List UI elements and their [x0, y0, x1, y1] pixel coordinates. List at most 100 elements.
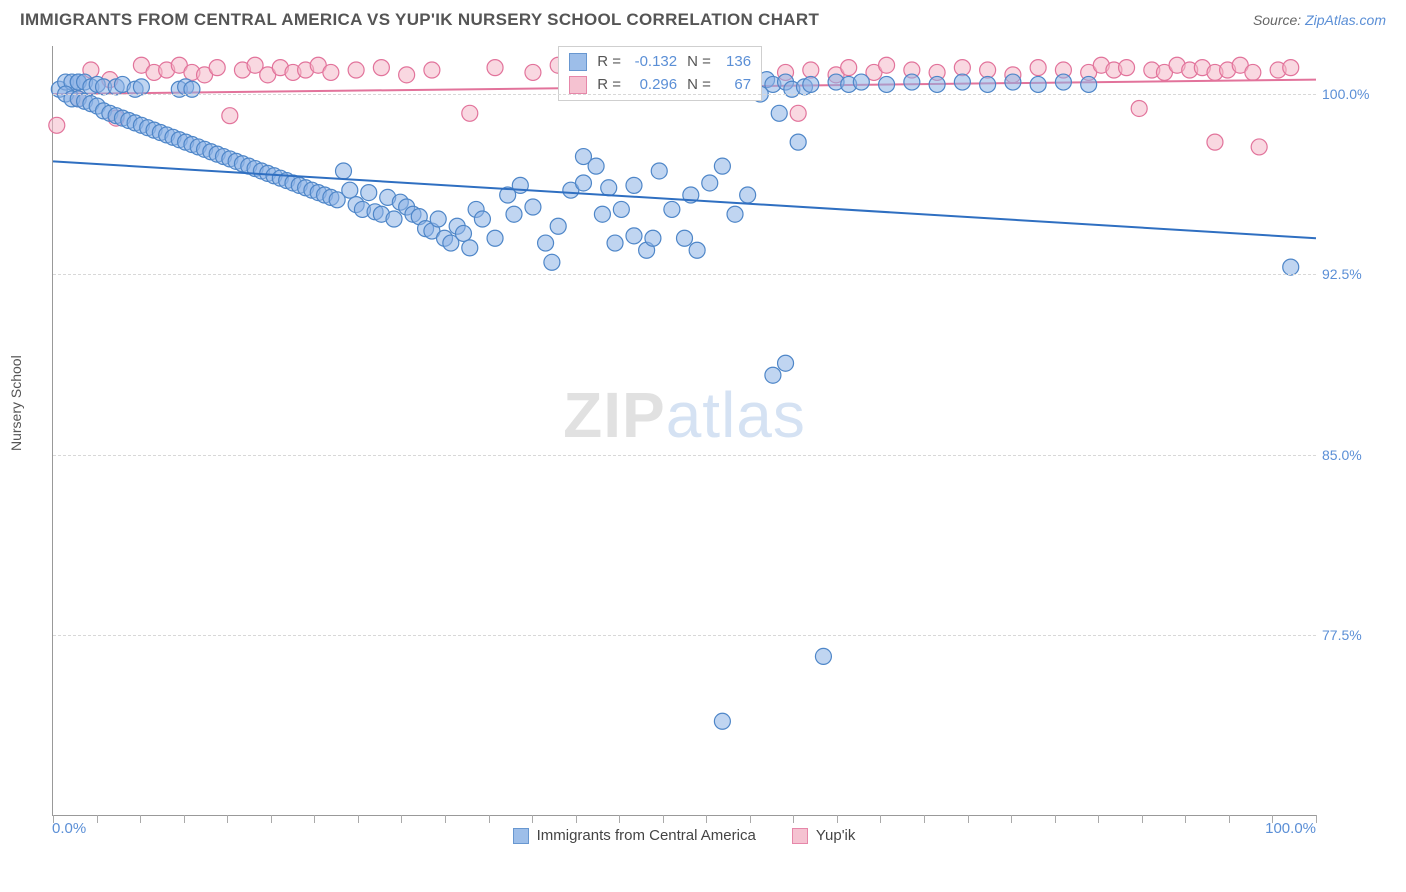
point-blue [879, 76, 895, 92]
point-pink [1251, 139, 1267, 155]
y-tick-label: 100.0% [1322, 86, 1392, 102]
point-blue [954, 74, 970, 90]
point-blue [651, 163, 667, 179]
point-pink [879, 57, 895, 73]
source-attribution: Source: ZipAtlas.com [1253, 12, 1386, 28]
point-blue [929, 76, 945, 92]
x-tick [1316, 815, 1317, 823]
stat-n-label: N = [687, 53, 711, 70]
plot-area: ZIPatlas R = -0.132 N = 136 R = 0.296 N … [52, 46, 1316, 816]
scatter-svg [53, 46, 1316, 815]
trend-line-blue [53, 161, 1316, 238]
point-blue [714, 158, 730, 174]
point-blue [1081, 76, 1097, 92]
point-pink [803, 62, 819, 78]
stats-swatch-pink [569, 76, 587, 94]
legend-swatch-pink [792, 828, 808, 844]
point-blue [980, 76, 996, 92]
point-blue [487, 230, 503, 246]
point-pink [954, 60, 970, 76]
point-blue [765, 367, 781, 383]
legend-swatch-blue [513, 828, 529, 844]
point-blue [525, 199, 541, 215]
point-pink [348, 62, 364, 78]
point-blue [771, 105, 787, 121]
point-blue [386, 211, 402, 227]
point-blue [1283, 259, 1299, 275]
stat-r-pink: 0.296 [625, 74, 677, 97]
point-pink [373, 60, 389, 76]
point-pink [1119, 60, 1135, 76]
point-pink [841, 60, 857, 76]
point-pink [1245, 64, 1261, 80]
point-blue [430, 211, 446, 227]
stat-n-label: N = [687, 76, 711, 93]
legend-label-blue: Immigrants from Central America [537, 827, 756, 844]
grid-line-h [53, 635, 1316, 636]
point-blue [613, 201, 629, 217]
y-tick-label: 77.5% [1322, 627, 1392, 643]
stats-swatch-blue [569, 53, 587, 71]
point-blue [778, 355, 794, 371]
grid-line-h [53, 274, 1316, 275]
stat-n-blue: 136 [715, 51, 751, 74]
point-blue [544, 254, 560, 270]
point-pink [424, 62, 440, 78]
point-blue [550, 218, 566, 234]
point-blue [626, 228, 642, 244]
point-blue [575, 175, 591, 191]
point-blue [714, 713, 730, 729]
point-blue [626, 177, 642, 193]
chart-container: Nursery School ZIPatlas R = -0.132 N = 1… [20, 46, 1396, 856]
point-blue [1055, 74, 1071, 90]
y-tick-label: 92.5% [1322, 266, 1392, 282]
point-pink [1207, 134, 1223, 150]
legend-bottom: Immigrants from Central America Yup'ik [52, 827, 1316, 844]
point-blue [677, 230, 693, 246]
point-blue [474, 211, 490, 227]
stat-r-blue: -0.132 [625, 51, 677, 74]
point-blue [689, 242, 705, 258]
grid-line-h [53, 94, 1316, 95]
point-pink [222, 108, 238, 124]
legend-item-blue: Immigrants from Central America [513, 827, 756, 844]
point-blue [133, 79, 149, 95]
point-blue [803, 76, 819, 92]
point-pink [209, 60, 225, 76]
point-pink [487, 60, 503, 76]
point-blue [740, 187, 756, 203]
point-blue [594, 206, 610, 222]
point-blue [664, 201, 680, 217]
point-blue [1030, 76, 1046, 92]
stats-legend-box: R = -0.132 N = 136 R = 0.296 N = 67 [558, 46, 762, 101]
stats-row-blue: R = -0.132 N = 136 [569, 51, 751, 74]
point-pink [1283, 60, 1299, 76]
point-blue [904, 74, 920, 90]
point-pink [462, 105, 478, 121]
point-blue [506, 206, 522, 222]
grid-line-h [53, 455, 1316, 456]
point-blue [702, 175, 718, 191]
y-axis-title: Nursery School [8, 355, 24, 451]
point-blue [607, 235, 623, 251]
point-blue [790, 134, 806, 150]
point-pink [1131, 100, 1147, 116]
legend-label-pink: Yup'ik [816, 827, 856, 844]
stat-r-label: R = [597, 53, 621, 70]
point-blue [601, 180, 617, 196]
point-pink [323, 64, 339, 80]
point-pink [980, 62, 996, 78]
point-blue [645, 230, 661, 246]
point-pink [525, 64, 541, 80]
source-link[interactable]: ZipAtlas.com [1305, 12, 1386, 28]
chart-title: IMMIGRANTS FROM CENTRAL AMERICA VS YUP'I… [20, 10, 819, 30]
legend-item-pink: Yup'ik [792, 827, 856, 844]
point-blue [342, 182, 358, 198]
point-blue [815, 648, 831, 664]
point-blue [588, 158, 604, 174]
point-pink [49, 117, 65, 133]
point-blue [538, 235, 554, 251]
point-blue [853, 74, 869, 90]
stat-n-pink: 67 [715, 74, 751, 97]
point-pink [790, 105, 806, 121]
